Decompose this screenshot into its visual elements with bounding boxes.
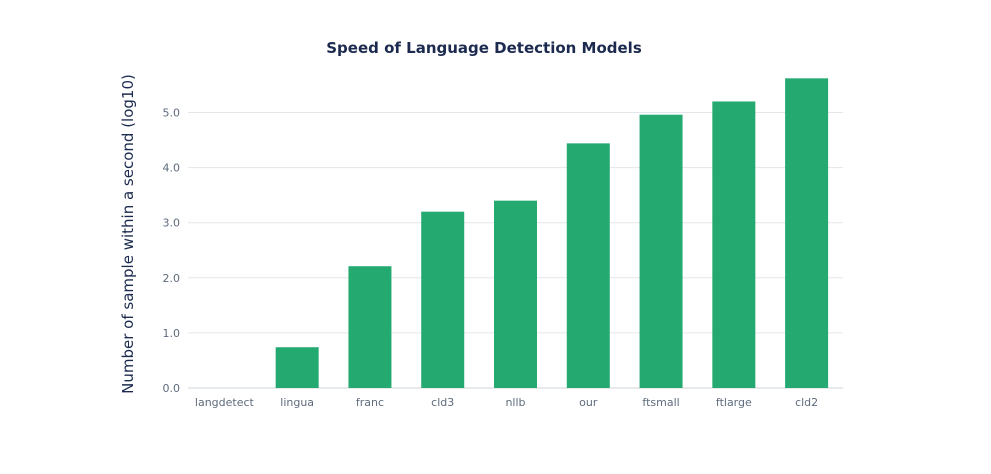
bar-cld3 <box>421 211 465 388</box>
y-tick-label: 4.0 <box>163 162 181 175</box>
y-tick-label: 5.0 <box>163 107 181 120</box>
x-tick-label-lingua: lingua <box>280 396 314 409</box>
x-tick-label-langdetect: langdetect <box>195 396 255 409</box>
x-tick-label-cld2: cld2 <box>795 396 818 409</box>
y-tick-label: 0.0 <box>163 382 181 395</box>
x-tick-label-our: our <box>579 396 598 409</box>
chart-title: Speed of Language Detection Models <box>326 39 642 57</box>
bar-ftlarge <box>712 101 756 388</box>
x-tick-labels: langdetect lingua franc cld3 nllb our ftsmall f… <box>195 396 818 409</box>
bar-franc <box>348 266 392 388</box>
y-tick-labels: 0.0 1.0 2.0 3.0 4.0 5.0 <box>163 107 181 396</box>
y-tick-label: 3.0 <box>163 217 181 230</box>
bar-lingua <box>275 347 319 388</box>
x-tick-label-cld3: cld3 <box>431 396 454 409</box>
x-tick-label-ftsmall: ftsmall <box>642 396 679 409</box>
y-tick-label: 1.0 <box>163 327 181 340</box>
y-axis-label: Number of sample within a second (log10) <box>119 74 137 394</box>
bar-our <box>566 143 610 388</box>
bar-nllb <box>494 200 537 388</box>
x-tick-label-ftlarge: ftlarge <box>716 396 752 409</box>
y-tick-label: 2.0 <box>163 272 181 285</box>
bar-cld2 <box>785 78 829 388</box>
x-tick-label-franc: franc <box>356 396 384 409</box>
x-tick-label-nllb: nllb <box>505 396 525 409</box>
bars <box>275 78 829 388</box>
bar-ftsmall <box>639 114 683 388</box>
